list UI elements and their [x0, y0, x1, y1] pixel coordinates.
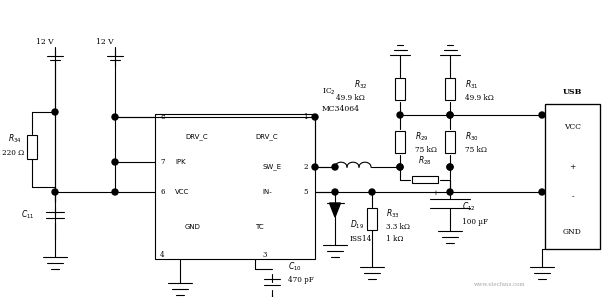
Circle shape — [52, 189, 58, 195]
Text: 220 Ω: 220 Ω — [2, 149, 24, 157]
Circle shape — [447, 164, 453, 170]
Text: $R_{32}$: $R_{32}$ — [354, 79, 368, 91]
Circle shape — [332, 189, 338, 195]
Text: $C_{10}$: $C_{10}$ — [288, 261, 302, 273]
Text: 3: 3 — [262, 251, 267, 259]
Text: $C_{11}$: $C_{11}$ — [21, 209, 35, 221]
Circle shape — [312, 164, 318, 170]
Circle shape — [112, 114, 118, 120]
Text: 6: 6 — [160, 188, 164, 196]
Text: GND: GND — [185, 224, 201, 230]
Text: 49.9 kΩ: 49.9 kΩ — [465, 94, 494, 102]
Text: VCC: VCC — [564, 123, 581, 131]
Text: 4: 4 — [160, 251, 164, 259]
Text: 1 kΩ: 1 kΩ — [386, 235, 403, 243]
FancyBboxPatch shape — [395, 78, 405, 100]
Circle shape — [397, 164, 403, 170]
Text: $R_{29}$: $R_{29}$ — [415, 131, 428, 143]
Circle shape — [447, 164, 453, 170]
Text: www.elecfans.com: www.elecfans.com — [474, 282, 526, 287]
Text: 75 kΩ: 75 kΩ — [465, 146, 487, 154]
Circle shape — [112, 159, 118, 165]
Text: -: - — [571, 193, 574, 201]
Text: ISS14: ISS14 — [350, 235, 372, 243]
Bar — [545, 104, 600, 249]
Text: MC34064: MC34064 — [322, 105, 360, 113]
Text: 75 kΩ: 75 kΩ — [415, 146, 437, 154]
Circle shape — [112, 189, 118, 195]
Circle shape — [332, 164, 338, 170]
Text: 12 V: 12 V — [36, 38, 54, 46]
Text: $R_{30}$: $R_{30}$ — [465, 131, 479, 143]
Text: $C_{12}$: $C_{12}$ — [462, 201, 476, 213]
Text: TC: TC — [255, 224, 264, 230]
Text: 100 µF: 100 µF — [462, 218, 488, 226]
Polygon shape — [330, 203, 340, 217]
FancyBboxPatch shape — [445, 78, 455, 100]
Text: VCC: VCC — [175, 189, 189, 195]
Text: GND: GND — [563, 228, 582, 236]
Text: 49.9 kΩ: 49.9 kΩ — [336, 94, 365, 102]
Text: 12 V: 12 V — [96, 38, 114, 46]
Text: SW_E: SW_E — [262, 164, 281, 170]
Text: 7: 7 — [160, 158, 164, 166]
Text: $R_{28}$: $R_{28}$ — [418, 154, 432, 167]
Text: USB: USB — [563, 88, 582, 96]
Text: 5: 5 — [303, 188, 308, 196]
FancyBboxPatch shape — [412, 176, 438, 183]
FancyBboxPatch shape — [445, 131, 455, 153]
FancyBboxPatch shape — [367, 208, 377, 230]
Text: IN-: IN- — [262, 189, 272, 195]
Text: $R_{33}$: $R_{33}$ — [386, 208, 400, 220]
FancyBboxPatch shape — [395, 131, 405, 153]
FancyBboxPatch shape — [27, 135, 37, 159]
Circle shape — [539, 112, 545, 118]
Text: DRV_C: DRV_C — [255, 134, 278, 140]
Circle shape — [52, 109, 58, 115]
Circle shape — [447, 112, 453, 118]
Text: 2: 2 — [303, 163, 308, 171]
Text: IPK: IPK — [175, 159, 186, 165]
Text: 3.3 kΩ: 3.3 kΩ — [386, 223, 410, 231]
Circle shape — [369, 189, 375, 195]
Circle shape — [447, 189, 453, 195]
Text: DRV_C: DRV_C — [185, 134, 208, 140]
Text: IC$_2$: IC$_2$ — [322, 87, 336, 97]
Circle shape — [397, 164, 403, 170]
Text: $D_{19}$: $D_{19}$ — [350, 219, 364, 231]
Circle shape — [539, 189, 545, 195]
Text: 470 pF: 470 pF — [288, 276, 314, 284]
Text: $R_{34}$: $R_{34}$ — [8, 133, 22, 145]
Text: $R_{31}$: $R_{31}$ — [465, 79, 479, 91]
Circle shape — [312, 114, 318, 120]
Text: +: + — [569, 163, 576, 171]
Bar — [155, 114, 315, 259]
Text: 8: 8 — [160, 113, 164, 121]
Text: +: + — [432, 190, 438, 196]
Circle shape — [397, 112, 403, 118]
Text: 1: 1 — [303, 113, 308, 121]
Circle shape — [447, 112, 453, 118]
